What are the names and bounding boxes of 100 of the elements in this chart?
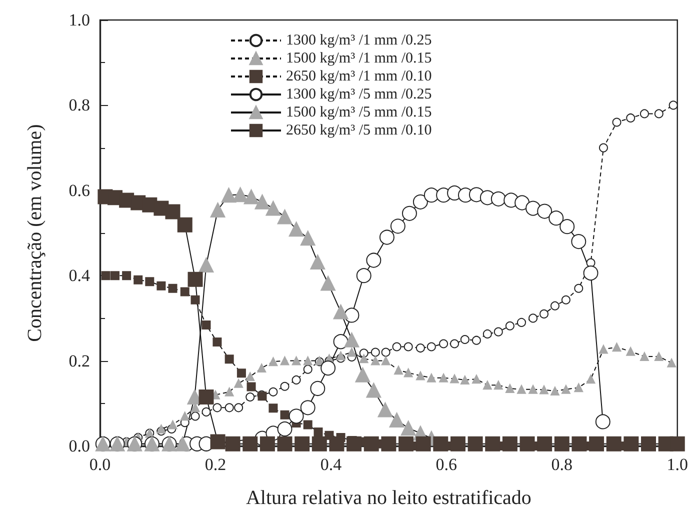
point [180,412,190,421]
point [426,373,436,382]
point [370,348,380,357]
point [561,384,570,394]
point [346,436,362,452]
point [640,109,649,118]
point [485,436,500,452]
point [268,404,278,413]
point [416,371,425,380]
point [412,194,428,210]
x-tick-label: 1.0 [666,455,688,474]
point [224,354,234,364]
point [381,436,396,452]
point [667,358,676,368]
point [381,356,390,366]
point [320,276,336,291]
point [416,436,431,452]
point [379,230,394,245]
point [268,357,278,366]
point [460,335,470,344]
point [460,375,470,384]
point [450,374,460,384]
point [303,356,312,366]
point [540,309,548,318]
point [366,382,382,398]
point [212,403,222,412]
y-tick-label: 1.0 [68,10,90,30]
point [670,436,685,452]
point [234,378,244,388]
point [554,436,570,452]
point [502,436,518,452]
point [516,318,526,327]
point [472,336,481,345]
point [254,194,270,210]
point [612,342,622,352]
point [505,321,514,330]
point [359,354,368,364]
point [224,403,234,412]
point [268,387,278,396]
x-tick-label: 0.4 [320,455,342,474]
legend-label: 2650 kg/m³ /5 mm /0.10 [286,122,432,138]
point [450,436,466,452]
point [310,254,326,270]
point [292,356,301,366]
point [355,367,370,382]
point [586,374,596,384]
point [165,204,180,220]
point [528,314,538,323]
point [210,202,226,218]
point [402,206,417,221]
point [225,436,240,452]
point [288,408,304,424]
point [333,334,348,350]
point [528,384,538,394]
point [210,434,226,450]
point [198,390,214,405]
point [364,436,379,452]
point [180,287,190,296]
point [494,327,503,336]
point [188,272,203,287]
point [654,109,664,118]
point [641,436,656,452]
point [366,252,382,268]
point [266,200,281,216]
point [381,348,390,357]
point [190,412,200,421]
point [300,400,316,416]
point [134,275,143,284]
point [540,385,548,394]
point [520,436,535,452]
point [224,387,234,396]
point [277,436,292,452]
point [574,284,584,293]
point [400,420,416,436]
point [550,386,560,396]
point [246,392,255,402]
point [122,271,132,280]
point [329,436,344,452]
point [574,383,584,392]
y-tick-label: 0.6 [68,180,90,200]
point [260,436,275,452]
point [212,338,222,347]
point [537,204,552,219]
point [347,348,356,357]
point [202,407,211,416]
point [490,191,506,206]
point [202,320,211,330]
point [390,218,406,234]
point [595,414,610,430]
point [242,436,258,452]
point [433,436,448,452]
point [450,339,460,348]
point [145,277,154,286]
point [356,268,372,284]
point [668,100,678,110]
x-tick-label: 0.0 [89,455,111,474]
point [277,209,292,224]
point [526,200,541,216]
point [303,420,312,430]
point [426,342,436,352]
